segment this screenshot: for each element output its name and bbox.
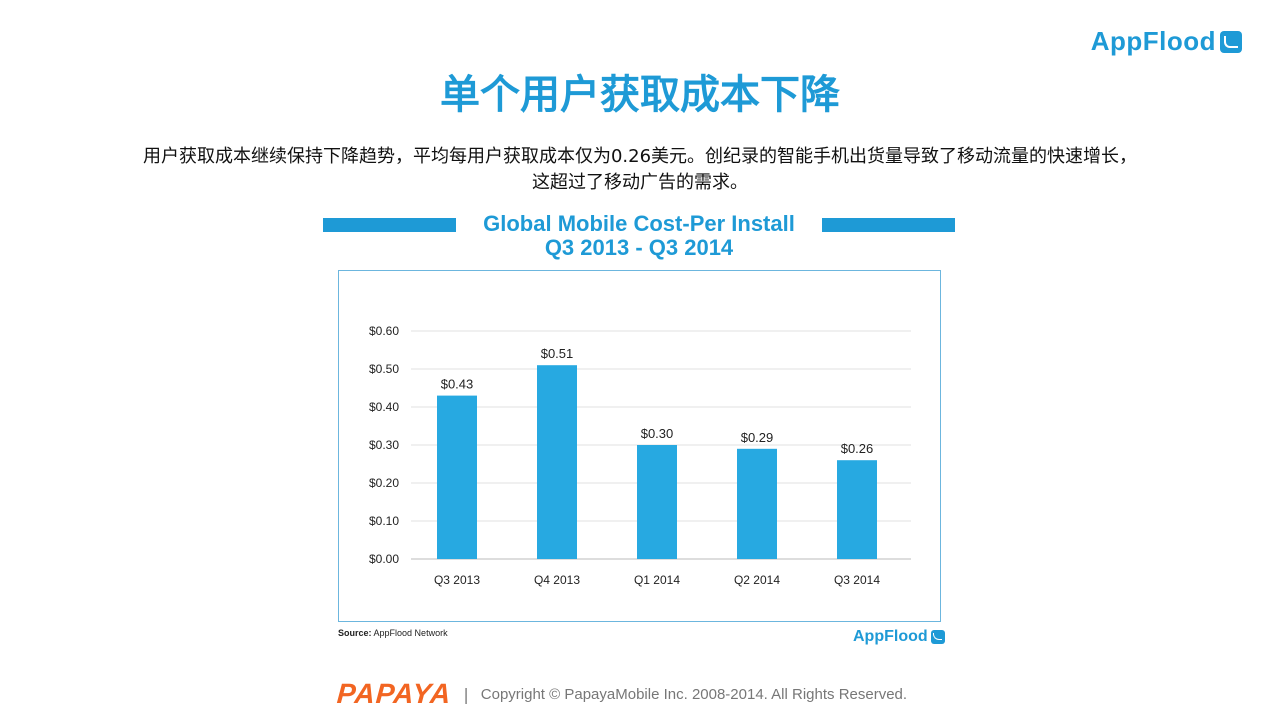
- data-label: $0.43: [441, 377, 474, 392]
- bar: [537, 365, 577, 559]
- data-label: $0.51: [541, 346, 574, 361]
- x-tick-label: Q2 2014: [734, 573, 780, 587]
- chart-frame: $0.00 $0.10 $0.20 $0.30 $0.40 $0.50 $0.60 $0.43…: [338, 270, 941, 622]
- appflood-logo: AppFlood: [1091, 26, 1242, 57]
- y-tick-label: $0.20: [369, 476, 399, 490]
- x-tick-label: Q4 2013: [534, 573, 580, 587]
- bar: [837, 460, 877, 559]
- y-tick-label: $0.50: [369, 362, 399, 376]
- bar: [637, 445, 677, 559]
- subtitle-line-1: 用户获取成本继续保持下降趋势，平均每用户获取成本仅为0.26美元。创纪录的智能手…: [142, 146, 1138, 167]
- chart-subtitle: Q3 2013 - Q3 2014: [544, 235, 734, 260]
- wave-icon: [930, 630, 945, 644]
- chart-title: Global Mobile Cost-Per Install: [483, 211, 795, 236]
- chart-source: Source: AppFlood Network: [338, 628, 448, 638]
- wave-icon: [1220, 30, 1242, 53]
- banner-bar-right: [822, 218, 955, 232]
- footer-separator: |: [463, 684, 469, 704]
- subtitle-line-2: 这超过了移动广告的需求。: [532, 172, 748, 193]
- appflood-logo-text: AppFlood: [1090, 26, 1216, 56]
- source-text: AppFlood Network: [373, 628, 448, 638]
- y-tick-label: $0.40: [369, 400, 399, 414]
- papaya-logo: PAPAYA: [335, 678, 453, 709]
- banner-bar-left: [323, 218, 456, 232]
- chart-appflood-logo: AppFlood: [853, 628, 945, 646]
- data-label: $0.26: [841, 441, 874, 456]
- chart-title-block: Global Mobile Cost-Per Install Q3 2013 -…: [456, 212, 822, 260]
- bar: [437, 395, 477, 559]
- data-label: $0.29: [741, 430, 774, 445]
- y-tick-label: $0.30: [369, 438, 399, 452]
- footer: PAPAYA | Copyright © PapayaMobile Inc. 2…: [335, 678, 908, 709]
- bar: [737, 448, 777, 559]
- data-label: $0.30: [641, 426, 674, 441]
- x-tick-label: Q1 2014: [634, 573, 680, 587]
- page-subtitle: 用户获取成本继续保持下降趋势，平均每用户获取成本仅为0.26美元。创纪录的智能手…: [40, 144, 1240, 196]
- x-tick-label: Q3 2013: [434, 573, 480, 587]
- y-tick-label: $0.00: [369, 552, 399, 566]
- page-title: 单个用户获取成本下降: [440, 72, 840, 118]
- x-tick-label: Q3 2014: [834, 573, 880, 587]
- chart-logo-text: AppFlood: [853, 628, 928, 645]
- y-tick-label: $0.10: [369, 514, 399, 528]
- bar-chart: $0.00 $0.10 $0.20 $0.30 $0.40 $0.50 $0.60 $0.43…: [369, 324, 911, 587]
- chart-banner: Global Mobile Cost-Per Install Q3 2013 -…: [323, 212, 955, 260]
- y-tick-label: $0.60: [369, 324, 399, 338]
- copyright-text: Copyright © PapayaMobile Inc. 2008-2014.…: [480, 685, 908, 703]
- source-label: Source:: [338, 628, 372, 638]
